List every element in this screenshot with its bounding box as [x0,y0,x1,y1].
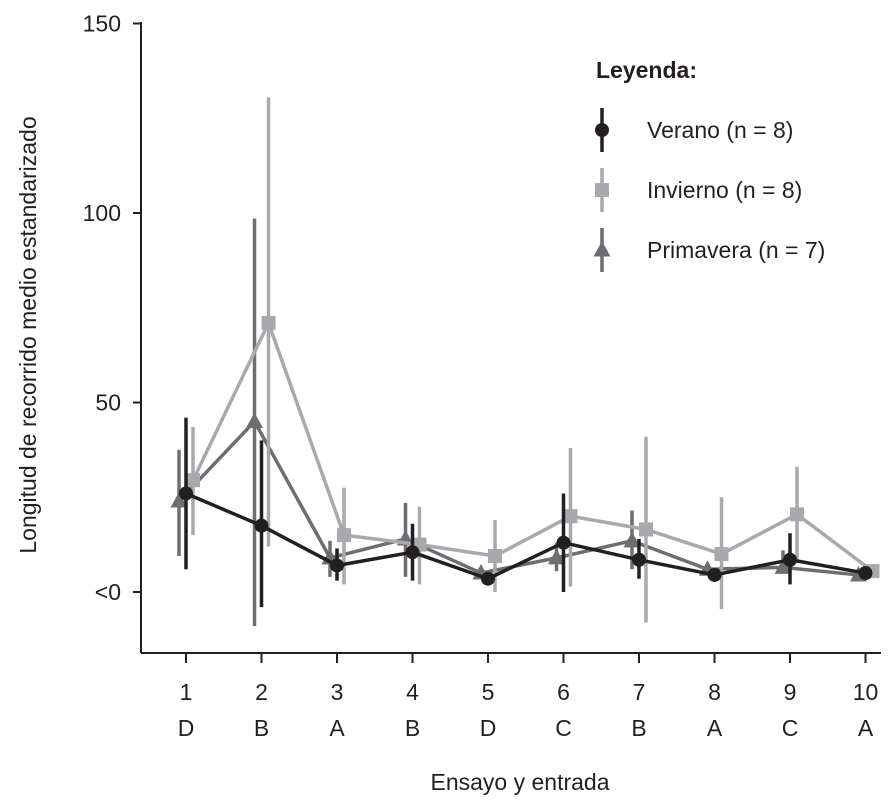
data-point [170,492,188,508]
x-tick-label-trial: 8 [708,679,721,705]
x-tick-label-entry: D [178,715,195,741]
series-layer [170,97,880,627]
data-point [254,518,269,533]
y-tick-label: 50 [95,390,121,416]
data-point [774,558,792,574]
x-tick-label-entry: B [405,715,420,741]
legend-title: Leyenda: [596,57,697,83]
x-tick-label-entry: A [707,715,723,741]
x-tick-label-trial: 4 [406,679,419,705]
axes [140,22,881,654]
x-tick-label-trial: 6 [557,679,570,705]
data-point [481,571,495,586]
data-point [337,528,351,543]
data-point [714,547,729,562]
data-point [783,552,797,567]
x-tick-label-entry: B [631,715,646,741]
data-point [261,315,276,330]
y-tick-label: <0 [95,579,121,605]
data-point [548,548,565,565]
series-circle [179,417,873,608]
x-tick-label-entry: C [555,715,572,741]
y-axis-ticks: <0 50 100 150 [83,11,141,605]
x-tick-label-trial: 3 [331,679,344,705]
legend-label: Primavera (n = 7) [647,237,825,263]
x-tick-label-entry: B [254,715,269,741]
x-tick-label-trial: 7 [633,679,646,705]
x-tick-label-trial: 9 [784,679,797,705]
y-axis-title: Longitud de recorrido medio estandarizad… [15,116,41,553]
data-point [330,558,344,573]
data-point [556,535,571,550]
x-tick-label-trial: 5 [482,679,495,705]
data-point [707,567,722,582]
x-tick-label-trial: 2 [255,679,268,705]
x-tick-label-entry: A [858,715,874,741]
data-point [563,509,578,524]
legend-label: Verano (n = 8) [647,117,793,143]
x-axis-title: Ensayo y entrada [430,769,609,795]
data-point [186,473,200,488]
x-tick-label-entry: C [782,715,799,741]
x-tick-label-trial: 10 [853,679,879,705]
legend-marker-circle [595,123,609,137]
data-point [246,412,263,428]
data-point [179,486,193,501]
data-point [623,531,641,548]
data-point [858,566,873,581]
legend: Leyenda: Verano (n = 8) Invierno (n = 8) P… [593,57,825,272]
x-axis-ticks: 1 D 2 B 3 A 4 B 5 D 6 C 7 B 8 A 9 C 10 A [178,653,879,741]
legend-marker-triangle [593,241,611,257]
series-line [177,419,859,577]
x-tick-label-trial: 1 [180,679,193,705]
series-line [185,491,866,581]
legend-label: Invierno (n = 8) [647,177,802,203]
data-point [639,522,653,537]
data-point [790,507,804,522]
data-point [488,548,502,563]
series-line [191,321,874,573]
y-tick-label: 150 [83,11,121,37]
x-tick-label-entry: A [329,715,345,741]
x-tick-label-entry: D [480,715,497,741]
data-point [405,545,420,560]
data-point [632,552,646,567]
series-square [186,97,880,623]
legend-marker-square [595,183,609,197]
y-tick-label: 100 [83,200,121,226]
